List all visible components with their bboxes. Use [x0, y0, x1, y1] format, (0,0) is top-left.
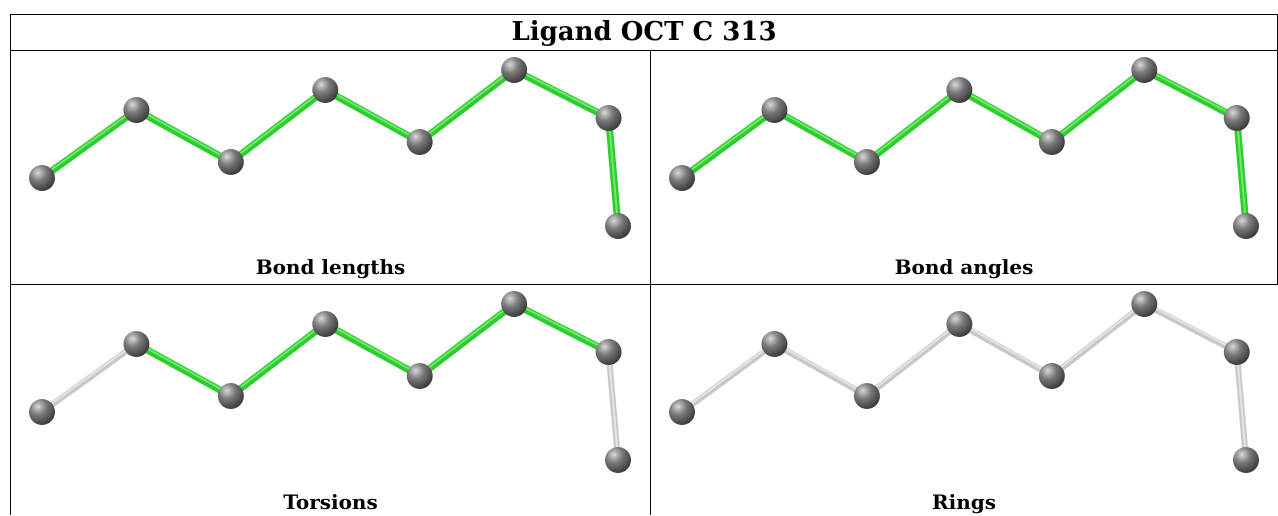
atom-C1	[669, 165, 695, 191]
bond-C1-C2	[679, 341, 778, 415]
atom-C2	[123, 331, 150, 357]
bond-C7-C8	[605, 349, 621, 463]
atom-C8	[1233, 447, 1259, 473]
caption-rings: Rings	[931, 490, 996, 514]
atom-C7	[595, 339, 622, 365]
atom-C5	[1038, 129, 1065, 155]
atom-C5	[1038, 363, 1065, 389]
panel-torsions-diagram	[29, 291, 631, 473]
bond-C6-C7	[510, 66, 613, 122]
bond-C4-C5	[956, 321, 1055, 379]
bond-C3-C4	[863, 321, 963, 399]
panel-bond-lengths-diagram	[29, 57, 631, 239]
bond-C5-C6	[416, 300, 518, 380]
top-border	[10, 14, 1278, 15]
atom-C7	[1223, 339, 1250, 365]
atom-C1	[669, 399, 695, 425]
bond-C3-C4	[863, 86, 963, 166]
caption-torsions: Torsions	[283, 490, 378, 514]
bond-C7-C8	[1233, 349, 1249, 463]
left-border	[10, 14, 11, 515]
atom-C3	[853, 383, 880, 409]
panel-rings-diagram	[669, 291, 1259, 473]
title-separator	[10, 50, 1278, 51]
atom-C2	[761, 97, 788, 123]
atom-C6	[1131, 291, 1158, 317]
bond-C2-C3	[770, 106, 871, 166]
bond-C1-C2	[38, 106, 140, 182]
atom-C3	[217, 383, 244, 409]
bond-C3-C4	[227, 86, 329, 166]
bond-C5-C6	[1048, 301, 1148, 379]
atom-C7	[595, 105, 622, 131]
figure-title: Ligand OCT C 313	[511, 17, 777, 47]
bond-C6-C7	[1140, 66, 1241, 122]
bond-C5-C6	[416, 66, 518, 146]
atom-C2	[123, 97, 150, 123]
bond-C1-C2	[678, 106, 778, 182]
bond-C4-C5	[955, 86, 1056, 146]
atom-C5	[406, 363, 433, 389]
atom-C3	[217, 149, 244, 175]
atom-C6	[1131, 57, 1158, 83]
atom-C4	[946, 77, 973, 103]
atom-C6	[501, 291, 528, 317]
bond-C5-C6	[1048, 66, 1148, 146]
atom-C7	[1223, 105, 1250, 131]
atom-C6	[501, 57, 528, 83]
atom-C3	[853, 149, 880, 175]
bond-C6-C7	[1141, 301, 1240, 355]
caption-bond-lengths: Bond lengths	[255, 255, 406, 279]
atom-C8	[1233, 213, 1259, 239]
atom-C5	[406, 129, 433, 155]
panel-bond-angles-diagram	[669, 57, 1259, 239]
bond-C7-C8	[605, 114, 622, 230]
row-separator	[10, 284, 1278, 285]
bond-C2-C3	[132, 106, 235, 166]
atom-C4	[312, 77, 339, 103]
atom-C4	[946, 311, 973, 337]
atom-C1	[29, 399, 55, 425]
bond-C6-C7	[510, 300, 613, 356]
caption-bond-angles: Bond angles	[894, 255, 1034, 279]
atom-C8	[605, 447, 631, 473]
bond-C7-C8	[1233, 114, 1250, 230]
bond-C1-C2	[39, 341, 140, 415]
atom-C2	[761, 331, 788, 357]
atom-C8	[605, 213, 631, 239]
bond-C4-C5	[321, 320, 424, 380]
bond-C2-C3	[771, 341, 870, 399]
column-separator	[650, 50, 651, 515]
bond-C2-C3	[132, 340, 235, 400]
bond-C3-C4	[227, 320, 329, 400]
atom-C4	[312, 311, 339, 337]
atom-C1	[29, 165, 55, 191]
bond-C4-C5	[321, 86, 424, 146]
